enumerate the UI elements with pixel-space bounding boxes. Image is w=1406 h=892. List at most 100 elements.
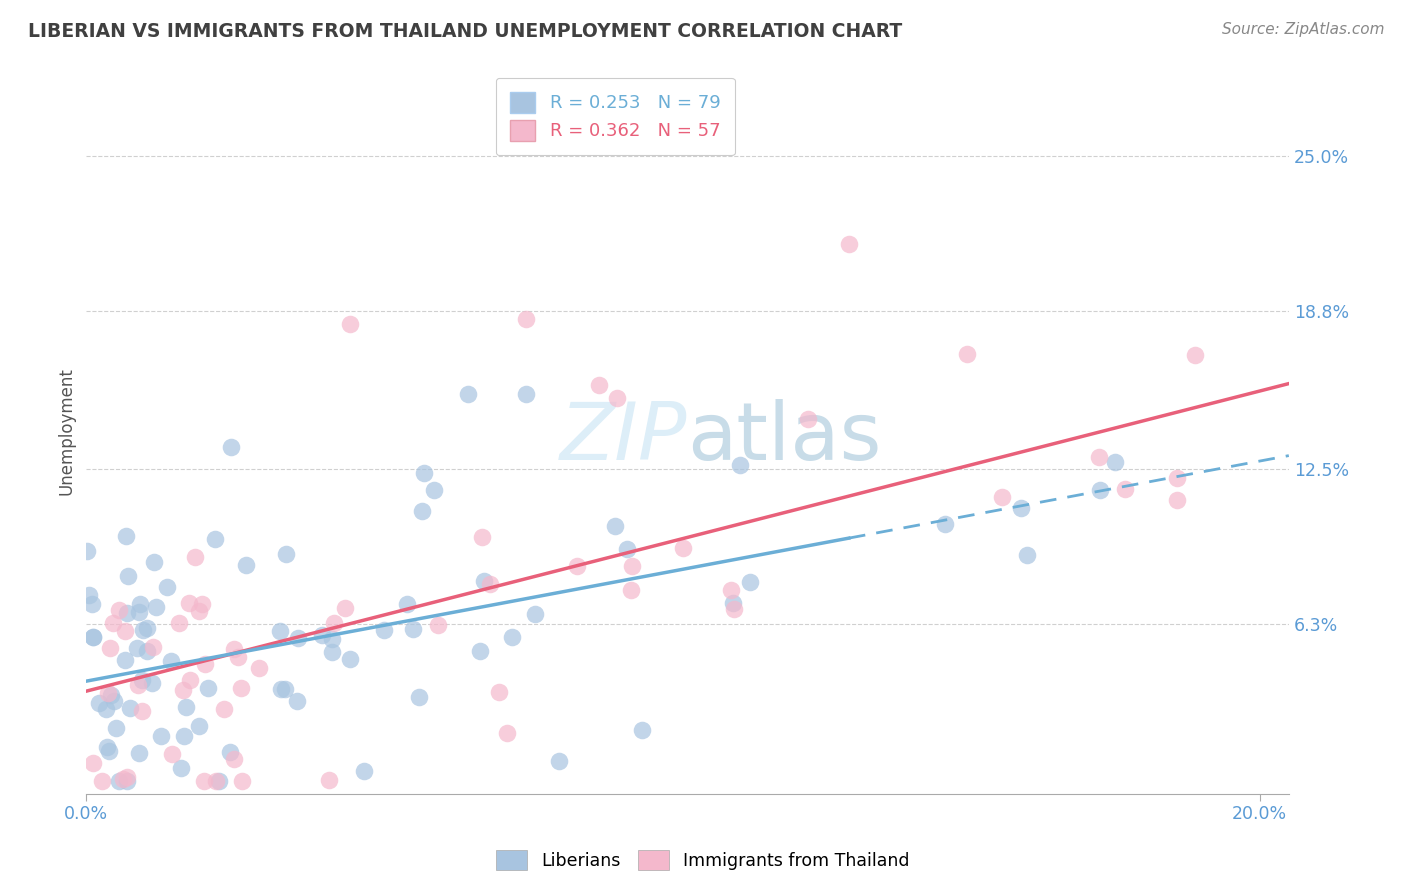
Point	[488, 685, 510, 699]
Point	[395, 597, 418, 611]
Point	[273, 681, 295, 696]
Point	[103, 694, 125, 708]
Point	[188, 718, 211, 732]
Point	[127, 678, 149, 692]
Point	[98, 641, 121, 656]
Point	[193, 774, 215, 789]
Point	[128, 605, 150, 619]
Point	[287, 632, 309, 646]
Point	[353, 764, 375, 778]
Point	[728, 458, 751, 473]
Point	[208, 774, 231, 789]
Point	[1114, 482, 1136, 496]
Point	[1090, 483, 1112, 497]
Point	[515, 311, 537, 326]
Point	[222, 641, 245, 656]
Point	[112, 772, 135, 786]
Point	[723, 602, 745, 616]
Point	[423, 483, 446, 497]
Point	[620, 583, 643, 598]
Point	[136, 644, 159, 658]
Point	[1184, 348, 1206, 362]
Point	[321, 645, 343, 659]
Point	[323, 616, 346, 631]
Point	[105, 721, 128, 735]
Point	[160, 654, 183, 668]
Point	[720, 582, 742, 597]
Point	[1088, 450, 1111, 464]
Point	[1104, 455, 1126, 469]
Point	[412, 466, 434, 480]
Point	[204, 532, 226, 546]
Point	[270, 681, 292, 696]
Point	[226, 650, 249, 665]
Point	[1166, 493, 1188, 508]
Text: ZIP: ZIP	[560, 400, 688, 477]
Point	[108, 774, 131, 789]
Point	[115, 529, 138, 543]
Point	[496, 725, 519, 739]
Point	[1166, 471, 1188, 485]
Point	[82, 630, 104, 644]
Point	[160, 747, 183, 762]
Point	[87, 696, 110, 710]
Point	[523, 607, 546, 622]
Point	[131, 704, 153, 718]
Point	[143, 555, 166, 569]
Point	[548, 754, 571, 768]
Point	[98, 744, 121, 758]
Point	[177, 596, 200, 610]
Point	[373, 623, 395, 637]
Point	[82, 597, 104, 611]
Point	[934, 517, 956, 532]
Point	[115, 773, 138, 788]
Point	[616, 541, 638, 556]
Point	[335, 601, 357, 615]
Point	[738, 574, 761, 589]
Point	[115, 770, 138, 784]
Point	[606, 391, 628, 405]
Point	[96, 739, 118, 754]
Point	[318, 773, 340, 788]
Point	[108, 603, 131, 617]
Point	[276, 548, 298, 562]
Point	[470, 530, 492, 544]
Point	[956, 346, 979, 360]
Point	[515, 386, 537, 401]
Point	[222, 752, 245, 766]
Point	[145, 600, 167, 615]
Point	[128, 746, 150, 760]
Point	[247, 661, 270, 675]
Point	[285, 693, 308, 707]
Point	[197, 681, 219, 696]
Point	[1015, 548, 1038, 562]
Point	[150, 729, 173, 743]
Point	[187, 604, 209, 618]
Point	[118, 701, 141, 715]
Point	[501, 630, 523, 644]
Point	[472, 574, 495, 588]
Point	[311, 628, 333, 642]
Point	[156, 580, 179, 594]
Point	[100, 688, 122, 702]
Legend: Liberians, Immigrants from Thailand: Liberians, Immigrants from Thailand	[488, 841, 918, 879]
Point	[991, 490, 1014, 504]
Point	[218, 745, 240, 759]
Point	[114, 624, 136, 638]
Point	[114, 653, 136, 667]
Point	[132, 623, 155, 637]
Point	[169, 761, 191, 775]
Point	[141, 676, 163, 690]
Point	[1010, 500, 1032, 515]
Text: Source: ZipAtlas.com: Source: ZipAtlas.com	[1222, 22, 1385, 37]
Text: LIBERIAN VS IMMIGRANTS FROM THAILAND UNEMPLOYMENT CORRELATION CHART: LIBERIAN VS IMMIGRANTS FROM THAILAND UNE…	[28, 22, 903, 41]
Legend: R = 0.253   N = 79, R = 0.362   N = 57: R = 0.253 N = 79, R = 0.362 N = 57	[496, 78, 735, 155]
Point	[603, 518, 626, 533]
Y-axis label: Unemployment: Unemployment	[58, 368, 75, 495]
Point	[136, 621, 159, 635]
Point	[97, 686, 120, 700]
Point	[339, 652, 361, 666]
Point	[142, 640, 165, 654]
Point	[588, 378, 610, 392]
Point	[426, 617, 449, 632]
